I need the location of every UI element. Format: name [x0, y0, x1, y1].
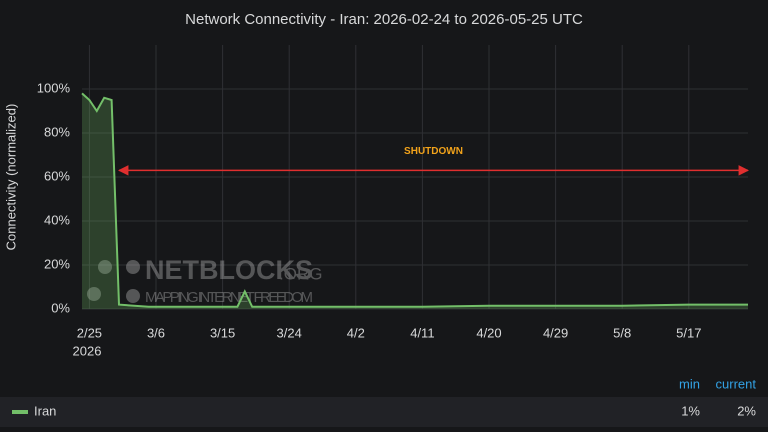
annotation-label: SHUTDOWN: [404, 146, 463, 157]
x-tick-label: 4/29: [543, 325, 568, 340]
x-tick-label: 4/20: [476, 325, 501, 340]
x-year-label: 2026: [73, 343, 102, 358]
logo-dot: [87, 287, 101, 301]
legend-header: min: [679, 376, 700, 391]
y-tick-label: 60%: [44, 168, 70, 183]
x-tick-label: 3/15: [210, 325, 235, 340]
x-tick-label: 5/17: [676, 325, 701, 340]
watermark-name: NETBLOCKS: [145, 255, 313, 285]
legend-stat: 2%: [737, 403, 756, 418]
legend-stat: 1%: [681, 403, 700, 418]
logo-dot: [126, 289, 140, 303]
legend-header: current: [716, 376, 757, 391]
x-tick-label: 3/6: [147, 325, 165, 340]
watermark: NETBLOCKS .ORG MAPPING INTERNET FREEDOM: [87, 255, 322, 306]
logo-dot: [126, 260, 140, 274]
y-tick-label: 0%: [51, 300, 70, 315]
x-tick-label: 3/24: [277, 325, 302, 340]
y-tick-label: 20%: [44, 256, 70, 271]
watermark-suffix: .ORG: [279, 264, 322, 283]
x-tick-label: 5/8: [613, 325, 631, 340]
chart-title: Network Connectivity - Iran: 2026-02-24 …: [185, 11, 583, 28]
legend-row: [0, 397, 768, 427]
line: [81, 92, 748, 308]
legend-label: Iran: [34, 403, 56, 418]
y-tick-label: 40%: [44, 212, 70, 227]
x-tick-label: 4/2: [347, 325, 365, 340]
y-tick-label: 100%: [37, 80, 71, 95]
logo-dot: [98, 260, 112, 274]
watermark-tagline: MAPPING INTERNET FREEDOM: [145, 289, 313, 306]
y-axis-label: Connectivity (normalized): [3, 104, 18, 251]
y-tick-label: 80%: [44, 124, 70, 139]
x-tick-label: 2/25: [77, 325, 102, 340]
x-tick-label: 4/11: [410, 325, 434, 340]
